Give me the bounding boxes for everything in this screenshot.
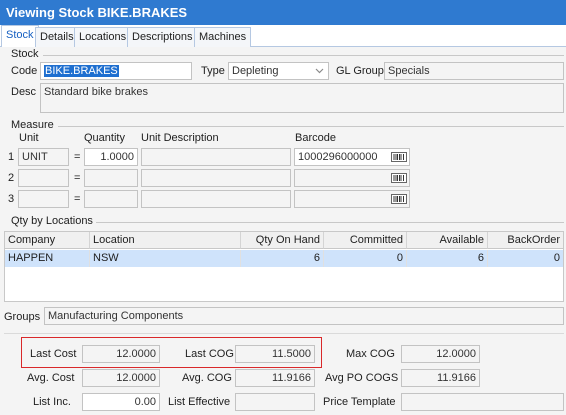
barcode-field[interactable] <box>294 169 410 187</box>
last-cost-field[interactable]: 12.0000 <box>82 345 160 363</box>
last-cog-label: Last COG <box>185 348 234 360</box>
cell-company[interactable]: HAPPEN <box>5 250 90 267</box>
code-value: BIKE.BRAKES <box>44 65 119 77</box>
divider <box>43 55 564 56</box>
barcode-header: Barcode <box>295 132 336 144</box>
type-select[interactable]: Depleting <box>228 62 329 80</box>
unit-description-field[interactable] <box>141 148 291 166</box>
column-header-backorder[interactable]: BackOrder <box>488 232 563 249</box>
list-effective-label: List Effective <box>168 396 231 408</box>
column-header-available[interactable]: Available <box>407 232 488 249</box>
equals-sign: = <box>74 151 81 163</box>
cell-location[interactable]: NSW <box>90 250 241 267</box>
unit-field[interactable] <box>18 169 69 187</box>
avg-po-cogs-label: Avg PO COGS <box>325 372 399 384</box>
barcode-icon[interactable] <box>391 152 407 162</box>
cell-available[interactable]: 6 <box>407 250 488 267</box>
cell-committed[interactable]: 0 <box>324 250 407 267</box>
list-inc-field[interactable]: 0.00 <box>82 393 160 411</box>
last-cog-field[interactable]: 11.5000 <box>235 345 315 363</box>
barcode-field[interactable]: 1000296000000 <box>294 148 410 166</box>
measure-group-label: Measure <box>11 119 54 131</box>
barcode-icon[interactable] <box>391 173 407 183</box>
unit-description-header: Unit Description <box>141 132 219 144</box>
measure-row-number: 3 <box>8 193 15 205</box>
groups-label: Groups <box>4 311 41 323</box>
price-template-field[interactable] <box>401 393 564 411</box>
avg-cost-field[interactable]: 12.0000 <box>82 369 160 387</box>
divider <box>96 222 564 223</box>
desc-field[interactable]: Standard bike brakes <box>40 83 564 113</box>
unit-description-field[interactable] <box>141 190 291 208</box>
column-header-company[interactable]: Company <box>5 232 90 249</box>
unit-field[interactable] <box>18 190 69 208</box>
quantity-field[interactable]: 1.0000 <box>84 148 138 166</box>
column-header-location[interactable]: Location <box>90 232 241 249</box>
quantity-field[interactable] <box>84 169 138 187</box>
unit-description-field[interactable] <box>141 169 291 187</box>
list-inc-label: List Inc. <box>33 396 71 408</box>
type-label: Type <box>201 65 225 77</box>
divider <box>4 333 564 334</box>
quantity-header: Quantity <box>84 132 125 144</box>
code-label: Code <box>11 65 38 77</box>
measure-row-number: 1 <box>8 151 15 163</box>
cell-qty-on-hand[interactable]: 6 <box>241 250 324 267</box>
unit-field[interactable]: UNIT <box>18 148 69 166</box>
avg-po-cogs-field[interactable]: 11.9166 <box>401 369 480 387</box>
cost-highlight-box <box>21 337 322 368</box>
qty-by-locations-label: Qty by Locations <box>11 215 93 227</box>
quantity-field[interactable] <box>84 190 138 208</box>
tab-locations[interactable]: Locations <box>74 27 132 47</box>
max-cog-label: Max COG <box>346 348 395 360</box>
gl-group-field[interactable]: Specials <box>384 62 564 80</box>
cell-backorder[interactable]: 0 <box>488 250 563 267</box>
stock-group-label: Stock <box>11 48 39 60</box>
list-effective-field[interactable] <box>235 393 315 411</box>
price-template-label: Price Template <box>323 396 396 408</box>
tab-machines[interactable]: Machines <box>194 27 252 47</box>
avg-cog-label: Avg. COG <box>182 372 232 384</box>
column-header-committed[interactable]: Committed <box>324 232 407 249</box>
barcode-field[interactable] <box>294 190 410 208</box>
last-cost-label: Last Cost <box>30 348 77 360</box>
divider <box>58 126 564 127</box>
tab-descriptions[interactable]: Descriptions <box>127 27 198 47</box>
equals-sign: = <box>74 172 81 184</box>
groups-field[interactable]: Manufacturing Components <box>44 307 564 325</box>
avg-cost-label: Avg. Cost <box>27 372 75 384</box>
window-title: Viewing Stock BIKE.BRAKES <box>0 0 566 25</box>
tab-details[interactable]: Details <box>35 27 79 47</box>
tab-stock[interactable]: Stock <box>1 25 39 48</box>
avg-cog-field[interactable]: 11.9166 <box>235 369 315 387</box>
measure-row-number: 2 <box>8 172 15 184</box>
max-cog-field[interactable]: 12.0000 <box>401 345 480 363</box>
desc-label: Desc <box>11 86 37 98</box>
equals-sign: = <box>74 193 81 205</box>
barcode-value: 1000296000000 <box>298 151 378 163</box>
code-field[interactable]: BIKE.BRAKES <box>40 62 192 80</box>
unit-header: Unit <box>19 132 39 144</box>
locations-grid[interactable]: Company Location Qty On Hand Committed A… <box>4 231 564 302</box>
barcode-icon[interactable] <box>391 194 407 204</box>
gl-group-label: GL Group <box>336 65 384 77</box>
column-header-qty-on-hand[interactable]: Qty On Hand <box>241 232 324 249</box>
type-value: Depleting <box>232 65 279 77</box>
tab-strip: Stock Details Locations Descriptions Mac… <box>0 25 566 48</box>
chevron-down-icon[interactable] <box>315 66 324 78</box>
